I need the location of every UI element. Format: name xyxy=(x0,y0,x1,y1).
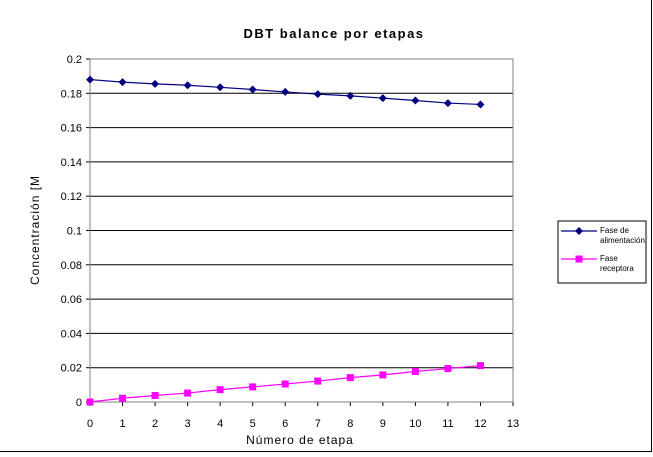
series-fase-receptora xyxy=(86,362,484,406)
legend-item-fase-receptora-label: Fase xyxy=(600,254,618,263)
series-fase-de-alimentacion-point xyxy=(86,75,94,84)
series-fase-receptora-point xyxy=(444,365,452,373)
series-fase-receptora-point xyxy=(314,377,322,385)
x-tick-label: 2 xyxy=(152,418,158,430)
x-tick-label: 5 xyxy=(250,418,256,430)
gridlines xyxy=(86,58,514,406)
series-fase-de-alimentacion-point xyxy=(411,96,420,105)
y-tick-label: 0.08 xyxy=(61,260,82,272)
legend-item-fase-de-alimentacion-marker xyxy=(575,227,583,235)
x-tick-label: 0 xyxy=(87,418,93,430)
x-tick-label: 12 xyxy=(474,418,486,430)
legend-item-fase-receptora-label: receptora xyxy=(600,264,634,273)
series-fase-de-alimentacion-point xyxy=(118,78,127,87)
series-fase-de-alimentacion-point xyxy=(248,85,257,94)
x-tick-label: 11 xyxy=(442,418,453,430)
x-tick-label: 7 xyxy=(315,418,321,430)
x-tick-label: 3 xyxy=(185,418,191,430)
y-tick-label: 0.04 xyxy=(61,328,82,340)
y-tick-label: 0.16 xyxy=(61,123,82,135)
x-tick-label: 13 xyxy=(507,418,519,430)
x-tick-label: 1 xyxy=(119,418,125,430)
series-fase-receptora-point xyxy=(86,398,94,406)
y-tick-label: 0.12 xyxy=(61,191,82,203)
series-fase-de-alimentacion-point xyxy=(183,81,192,90)
y-axis-label: Concentración [M xyxy=(28,175,42,285)
legend-item-fase-de-alimentacion-label: Fase de xyxy=(600,226,629,235)
series-fase-de-alimentacion-point xyxy=(443,99,452,108)
legend-item-fase-receptora-marker xyxy=(575,255,583,263)
series-fase-receptora-point xyxy=(216,386,224,394)
series-fase-receptora-point xyxy=(151,391,159,399)
series-fase-de-alimentacion xyxy=(86,75,485,109)
y-tick-label: 0.06 xyxy=(61,294,82,306)
series-fase-receptora-point xyxy=(346,374,354,382)
series-fase-de-alimentacion-point xyxy=(281,87,290,96)
x-axis-label: Número de etapa xyxy=(246,433,354,447)
x-tick-label: 9 xyxy=(380,418,386,430)
plot-area-border xyxy=(89,58,514,403)
series-fase-de-alimentacion-point xyxy=(476,100,485,109)
series-fase-receptora-point xyxy=(476,362,484,370)
series-fase-de-alimentacion-point xyxy=(216,83,225,92)
x-tick-label: 4 xyxy=(217,418,223,430)
y-tick-label: 0.02 xyxy=(61,363,82,375)
series-fase-receptora-point xyxy=(119,394,127,402)
chart-title: DBT balance por etapas xyxy=(243,26,424,41)
series-fase-receptora-point xyxy=(379,371,387,379)
legend-item-fase-de-alimentacion-label: alimentación xyxy=(600,236,645,245)
series-fase-de-alimentacion-point xyxy=(346,91,355,100)
x-tick-label: 6 xyxy=(282,418,288,430)
y-tick-label: 0.14 xyxy=(61,157,82,169)
x-tick-label: 8 xyxy=(347,418,353,430)
y-tick-label: 0.2 xyxy=(67,54,82,66)
series-fase-receptora-point xyxy=(411,367,419,375)
y-tick-label: 0.18 xyxy=(61,88,82,100)
series-fase-receptora-point xyxy=(184,389,192,397)
series-layer xyxy=(86,75,485,406)
series-fase-de-alimentacion-point xyxy=(378,94,387,103)
y-tick-label: 0 xyxy=(76,397,82,409)
series-fase-receptora-point xyxy=(249,383,257,391)
x-tick-label: 10 xyxy=(409,418,421,430)
y-tick-label: 0.1 xyxy=(67,226,82,238)
tick-labels: 0 0.02 0.04 0.06 0.08 0.1 0.12 0.14 0.16 0.18 0.2 0… xyxy=(61,54,520,430)
series-fase-receptora-point xyxy=(281,380,289,388)
series-fase-de-alimentacion-point xyxy=(151,79,160,88)
series-fase-de-alimentacion-point xyxy=(313,90,322,99)
